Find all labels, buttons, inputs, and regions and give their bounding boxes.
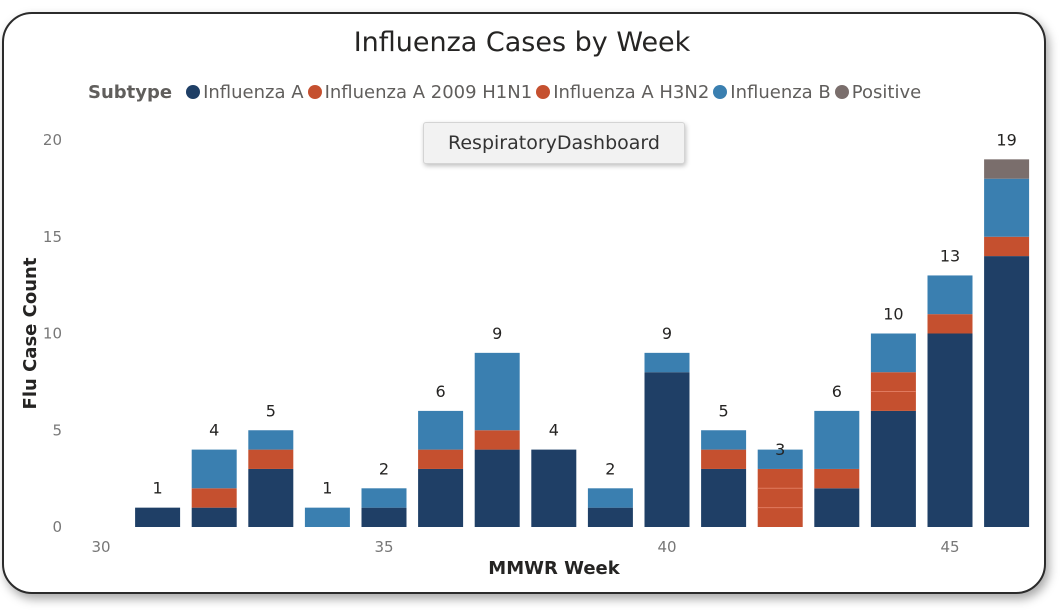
bar-segment-influenza-a [870,410,916,527]
bar-segment-influenza-a-2009-h1n1 [757,507,803,527]
bar-segment-influenza-a [644,372,690,527]
y-tick-label: 0 [52,518,62,536]
y-tick-label: 10 [43,325,62,343]
data-label: 5 [266,401,276,420]
bar-segment-influenza-a [531,449,577,527]
y-axis-label: Flu Case Count [20,257,41,409]
bar-segment-influenza-b [870,333,916,373]
bar-segment-influenza-a [418,468,464,527]
data-label: 5 [719,401,729,420]
bar-segment-influenza-a [814,488,860,527]
legend-item-influenza-a[interactable]: Influenza A [186,81,304,103]
bar-segment-influenza-a [191,507,237,527]
bar-segment-influenza-a-2009-h1n1 [191,488,237,508]
bar-segment-influenza-a [927,333,973,527]
bar-segment-influenza-b [984,178,1030,237]
bar-segment-influenza-b [927,275,973,315]
x-tick-label: 40 [657,538,676,556]
data-label: 1 [153,479,163,498]
y-tick-label: 5 [52,421,62,439]
legend-label: Influenza B [730,81,831,103]
chart-title: Influenza Cases by Week [353,27,691,58]
bar-segment-influenza-a [701,468,747,527]
bar-segment-influenza-b [418,410,464,450]
bar-segment-influenza-a-h3n2 [870,372,916,392]
bar-segment-positive [984,159,1030,179]
legend-label: Influenza A [203,81,304,103]
bar-segment-influenza-b [757,449,803,469]
bar-segment-influenza-b [248,430,294,450]
bar-segment-influenza-a-2009-h1n1 [248,449,294,469]
bar-segment-influenza-a [984,256,1030,527]
x-axis-label: MMWR Week [488,558,620,579]
legend-item-h1n1[interactable]: Influenza A 2009 H1N1 [307,81,533,103]
legend-item-positive[interactable]: Positive [834,81,922,103]
bar-segment-influenza-b [474,352,520,431]
legend-swatch [307,85,322,99]
x-tick-label: 45 [940,538,959,556]
bar-segment-influenza-a-2009-h1n1 [984,236,1030,257]
data-label: 3 [775,440,785,459]
bar-segment-influenza-b [191,449,237,489]
bar-segment-influenza-a-2009-h1n1 [474,430,520,450]
bar-segment-influenza-a-2009-h1n1 [814,468,860,489]
bar-segment-influenza-a-2009-h1n1 [927,314,973,334]
data-label: 9 [662,324,672,343]
bar-segment-influenza-a-2009-h1n1 [870,391,916,411]
y-tick-label: 15 [43,228,62,246]
legend-label: Influenza A 2009 H1N1 [324,81,533,103]
bar-segment-influenza-a [587,507,633,527]
bar-segment-influenza-b [587,488,633,508]
bar-segment-influenza-b [814,410,860,469]
data-label: 9 [492,324,502,343]
bar-segment-influenza-a [135,507,181,527]
data-label: 2 [379,459,389,478]
legend-swatch [713,85,728,99]
x-tick-label: 30 [91,538,110,556]
data-label: 13 [940,246,960,265]
data-label: 19 [996,130,1016,149]
bar-segment-influenza-a-2009-h1n1 [418,449,464,469]
bar-segment-influenza-b [361,488,407,508]
bar-segment-influenza-b [304,507,350,527]
x-tick-label: 35 [374,538,393,556]
data-label: 10 [883,305,903,324]
bar-segment-influenza-a [361,507,407,527]
data-label: 6 [436,382,446,401]
bar-segment-influenza-b [644,352,690,373]
dashboard-overlay-label: RespiratoryDashboard [423,122,685,164]
legend-swatch [834,85,849,99]
legend: Subtype Influenza A Influenza A 2009 H1N… [88,80,925,104]
bar-segment-influenza-a [474,449,520,527]
y-tick-label: 20 [43,131,62,149]
legend-label: Influenza A H3N2 [553,81,710,103]
legend-item-influenza-b[interactable]: Influenza B [713,82,831,103]
data-label: 2 [605,459,615,478]
legend-swatch [536,85,551,99]
data-label: 4 [209,421,219,440]
bar-segment-influenza-a [248,468,294,527]
bar-segment-influenza-a-2009-h1n1 [701,449,747,469]
legend-label: Positive [851,81,922,103]
data-label: 4 [549,421,559,440]
data-label: 6 [832,382,842,401]
legend-swatch [186,85,201,99]
legend-title: Subtype [88,81,173,103]
legend-item-h3n2[interactable]: Influenza A H3N2 [536,82,709,103]
bar-segment-influenza-b [701,430,747,450]
data-label: 1 [322,479,332,498]
